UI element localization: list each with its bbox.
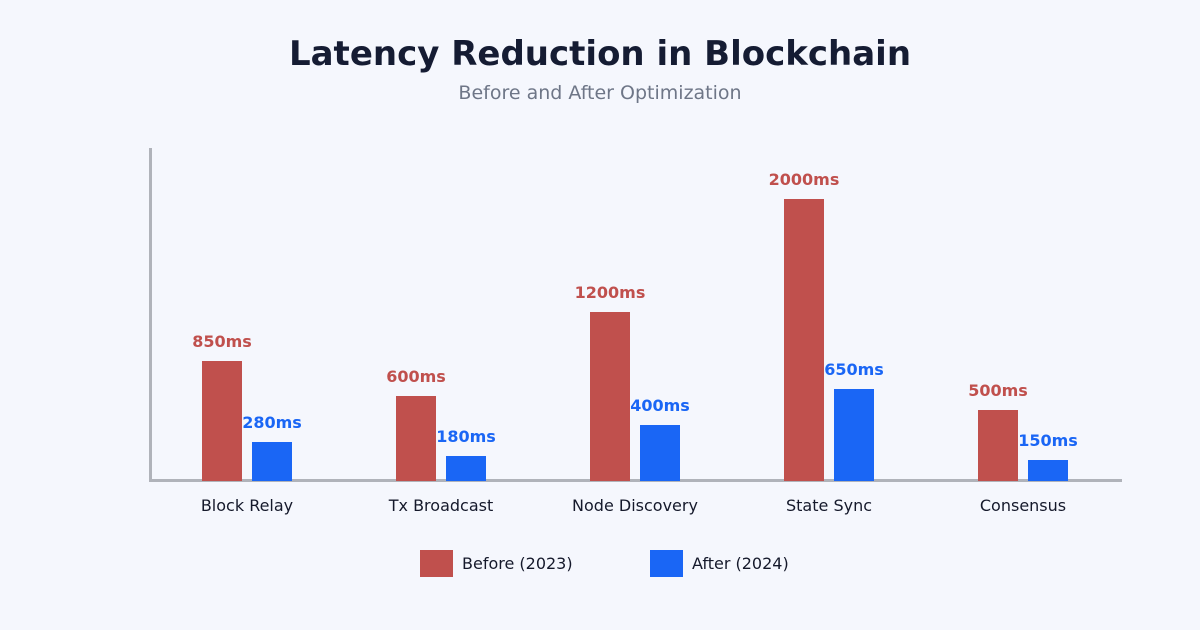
value-label-before-1: 600ms — [386, 367, 446, 386]
value-label-before-4: 500ms — [968, 381, 1028, 400]
bar-before-0 — [202, 361, 242, 481]
bar-after-0 — [252, 442, 292, 481]
bar-before-2 — [590, 312, 630, 481]
bar-before-1 — [396, 396, 436, 481]
bar-after-2 — [640, 425, 680, 481]
value-label-after-1: 180ms — [436, 427, 496, 446]
category-label-4: Consensus — [979, 496, 1067, 515]
legend-swatch-before — [420, 550, 453, 577]
legend-label-after: After (2024) — [692, 554, 789, 573]
bar-after-1 — [446, 456, 486, 481]
value-label-before-0: 850ms — [192, 332, 252, 351]
bar-before-3 — [784, 199, 824, 481]
bar-after-3 — [834, 389, 874, 481]
category-label-2: Node Discovery — [572, 496, 698, 515]
legend-label-before: Before (2023) — [462, 554, 573, 573]
value-label-after-2: 400ms — [630, 396, 690, 415]
value-label-before-3: 2000ms — [768, 170, 840, 189]
value-label-after-3: 650ms — [824, 360, 884, 379]
bar-before-4 — [978, 410, 1018, 481]
chart-subtitle: Before and After Optimization — [458, 82, 742, 104]
category-label-1: Tx Broadcast — [388, 496, 494, 515]
value-label-after-0: 280ms — [242, 413, 302, 432]
x-axis-line — [149, 479, 1122, 482]
value-label-before-2: 1200ms — [574, 283, 646, 302]
category-label-3: State Sync — [786, 496, 872, 515]
value-label-after-4: 150ms — [1018, 431, 1078, 450]
legend-swatch-after — [650, 550, 683, 577]
bar-after-4 — [1028, 460, 1068, 481]
chart-title: Latency Reduction in Blockchain — [288, 34, 912, 74]
y-axis-line — [149, 148, 152, 482]
category-label-0: Block Relay — [200, 496, 294, 515]
